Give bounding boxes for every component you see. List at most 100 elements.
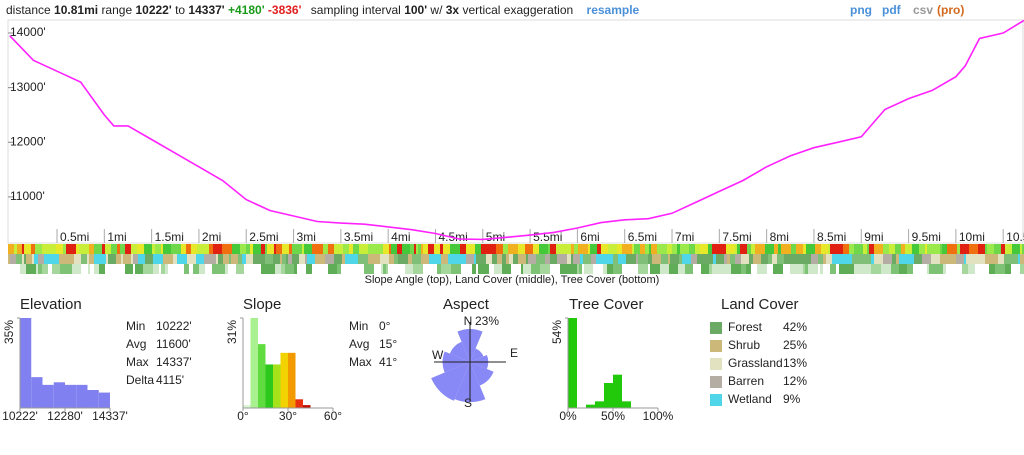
- strip-cell: [774, 244, 778, 254]
- strip-cell: [396, 264, 405, 274]
- stat-value: 15°: [379, 337, 397, 351]
- strip-cell: [708, 244, 712, 254]
- legend-swatch: [710, 394, 722, 406]
- strip-cell: [238, 254, 242, 264]
- strip-cell: [960, 244, 969, 254]
- x-tick-label: 0°: [237, 409, 249, 423]
- strip-cell: [726, 244, 735, 254]
- pdf-link[interactable]: pdf: [882, 3, 902, 17]
- strip-cell: [368, 254, 372, 264]
- strip-cell: [985, 244, 987, 254]
- strip-cell: [351, 254, 358, 264]
- legend-swatch: [710, 376, 722, 388]
- strip-cell: [852, 254, 856, 264]
- strip-cell: [531, 264, 534, 274]
- strip-cell: [830, 244, 835, 254]
- strip-cell: [892, 254, 896, 264]
- panel-title: Elevation: [20, 296, 82, 313]
- strip-cell: [223, 264, 225, 274]
- bar: [613, 374, 622, 408]
- strip-cell: [81, 254, 87, 264]
- strip-cell: [299, 254, 303, 264]
- strip-cell: [850, 254, 852, 264]
- strip-cell: [44, 254, 54, 264]
- strip-cell: [476, 264, 478, 274]
- strip-cell: [1004, 254, 1010, 264]
- panel-title: Land Cover: [721, 296, 799, 313]
- x-tick-label: 2.5mi: [249, 230, 278, 244]
- pro-link[interactable]: (pro): [937, 3, 964, 17]
- strip-cell: [617, 244, 622, 254]
- strip-cell: [818, 254, 823, 264]
- strip-cell: [571, 254, 573, 264]
- strip-cell: [59, 254, 65, 264]
- strip-cell: [518, 244, 525, 254]
- strip-cell: [240, 244, 246, 254]
- strip-cell: [787, 254, 797, 264]
- bar: [586, 404, 595, 408]
- csv-link[interactable]: csv: [913, 3, 933, 17]
- strip-cell: [163, 244, 171, 254]
- strip-cell: [372, 254, 380, 264]
- strip-cell: [994, 244, 1001, 254]
- strip-cell: [560, 264, 567, 274]
- strip-cell: [89, 254, 94, 264]
- strip-cell: [835, 244, 843, 254]
- strip-cell: [721, 244, 726, 254]
- bar: [20, 318, 32, 408]
- strip-cell: [712, 264, 721, 274]
- legend-swatch: [710, 322, 722, 334]
- strip-cell: [601, 244, 608, 254]
- max: 14337': [188, 3, 224, 17]
- strip-cell: [476, 254, 486, 264]
- strip-cell: [66, 244, 76, 254]
- strip-cell: [712, 244, 721, 254]
- strip-cell: [618, 254, 626, 264]
- strip-cell: [103, 254, 106, 264]
- strip-cell: [381, 264, 383, 274]
- x-tick-label: 3mi: [297, 230, 316, 244]
- strip-cell: [1005, 244, 1012, 254]
- strip-cell: [265, 254, 273, 264]
- strip-cell: [784, 254, 787, 264]
- strip-cell: [24, 244, 31, 254]
- strip-cell: [548, 244, 550, 254]
- r-tick-label: 23%: [475, 314, 499, 328]
- rose-wedge: [449, 341, 470, 362]
- strip-cell: [913, 264, 915, 274]
- legend-value: 12%: [783, 374, 807, 388]
- x-tick-label: 1mi: [107, 230, 126, 244]
- strip-cell: [451, 264, 461, 274]
- strip-cell: [716, 254, 724, 264]
- strip-cell: [691, 254, 697, 264]
- png-link[interactable]: png: [850, 3, 872, 17]
- elevation-line: [9, 19, 1024, 241]
- strip-cell: [588, 244, 590, 254]
- strip-cell: [1011, 264, 1020, 274]
- strip-cell: [975, 264, 983, 274]
- strip-cell: [777, 254, 784, 264]
- x-tick-label: 14337': [92, 409, 128, 423]
- strip-cell: [81, 264, 88, 274]
- strip-cell: [670, 254, 679, 264]
- strip-cell: [125, 244, 127, 254]
- strip-cell: [288, 254, 292, 264]
- rose-wedge: [470, 348, 484, 362]
- strip-cell: [137, 244, 144, 254]
- strip-cell: [597, 244, 601, 254]
- strip-cell: [262, 254, 265, 264]
- strip-cell: [359, 244, 368, 254]
- strip-cell: [246, 244, 250, 254]
- strip-cell: [22, 244, 24, 254]
- strip-cell: [56, 244, 63, 254]
- strip-cell: [502, 254, 506, 264]
- strip-cell: [1022, 244, 1024, 254]
- strip-cell: [821, 244, 828, 254]
- strip-cell: [622, 264, 632, 274]
- strip-cell: [408, 254, 412, 264]
- x-tick-label: 0.5mi: [60, 230, 89, 244]
- strip-cell: [652, 254, 661, 264]
- strip-cell: [550, 244, 556, 254]
- resample-link[interactable]: resample: [587, 3, 640, 17]
- x-tick-label: 1.5mi: [155, 230, 184, 244]
